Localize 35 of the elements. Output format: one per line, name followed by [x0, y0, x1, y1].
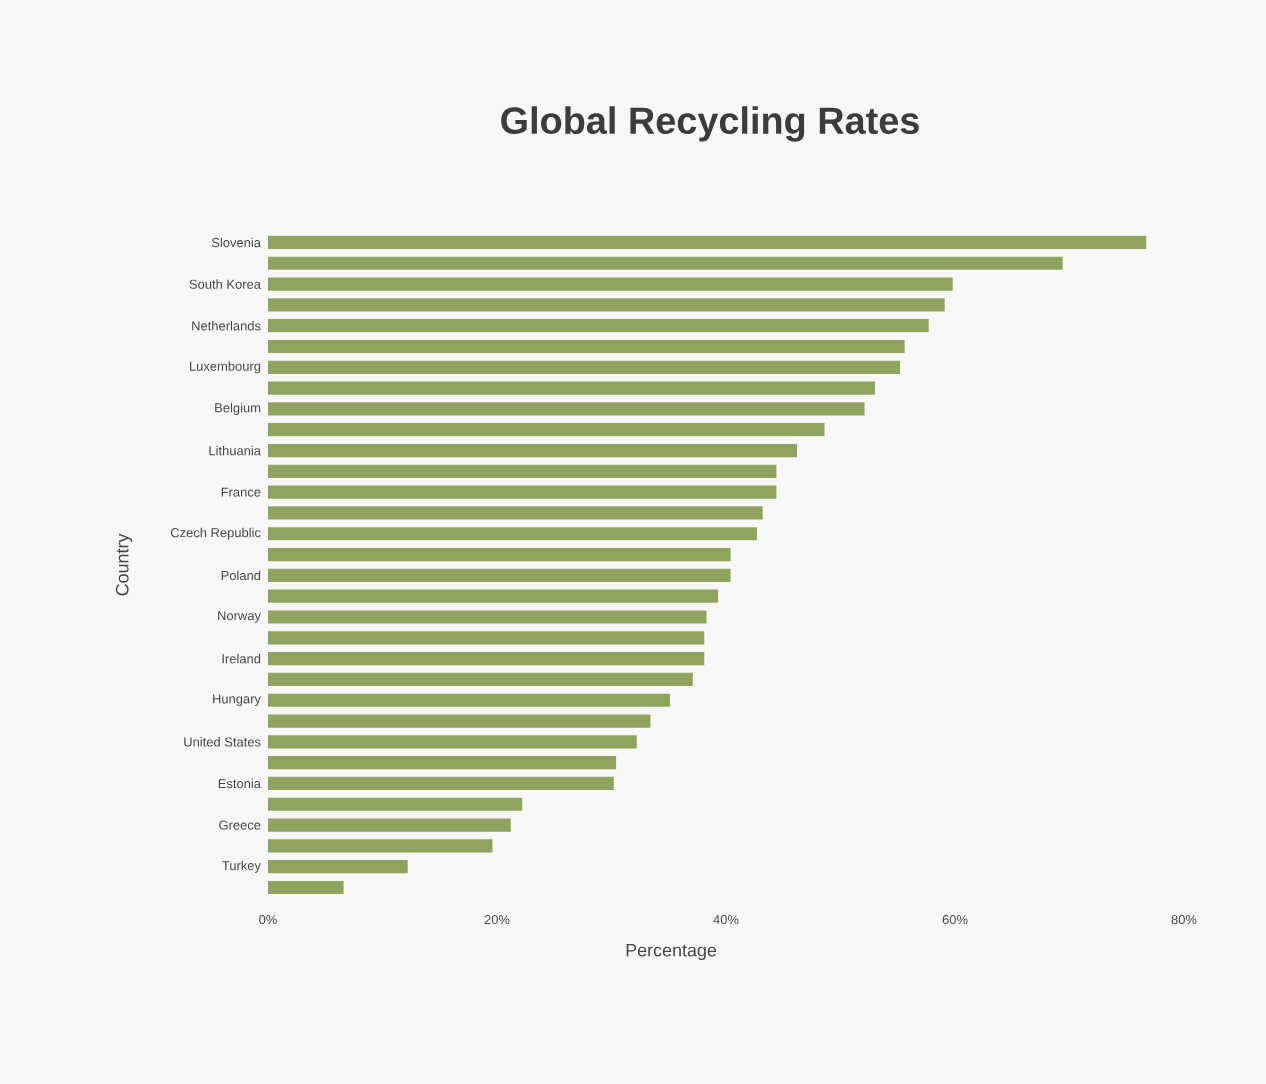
- bar: [268, 547, 731, 562]
- bar: [268, 298, 945, 312]
- bar: [268, 610, 707, 624]
- y-axis-title: Country: [115, 533, 133, 596]
- bar: [268, 652, 705, 666]
- bar: [268, 527, 757, 541]
- bar: [268, 776, 614, 791]
- bar: [268, 589, 718, 603]
- bar: [268, 360, 901, 374]
- bar: [268, 319, 929, 333]
- bar: [268, 756, 617, 770]
- bar: [268, 256, 1063, 270]
- bar: [268, 568, 731, 582]
- bar: [268, 277, 953, 291]
- bar: [268, 485, 777, 499]
- bar: [268, 235, 1147, 250]
- bar: [268, 714, 651, 728]
- bar: [268, 631, 705, 645]
- bar: [268, 443, 797, 458]
- bar: [268, 464, 777, 478]
- bar: [268, 339, 905, 354]
- bar: [268, 672, 693, 687]
- bar: [268, 839, 493, 853]
- bar: [268, 693, 670, 707]
- bar: [268, 818, 511, 832]
- bar: [268, 735, 637, 749]
- bar: [268, 860, 408, 874]
- bar: [268, 797, 523, 811]
- bar: [268, 381, 875, 395]
- bar: [268, 880, 344, 895]
- x-axis-title: Percentage: [626, 943, 717, 960]
- chart-title: Global Recycling Rates: [501, 106, 919, 142]
- bar: [268, 423, 825, 437]
- bar: [268, 506, 763, 520]
- bar: [268, 402, 865, 416]
